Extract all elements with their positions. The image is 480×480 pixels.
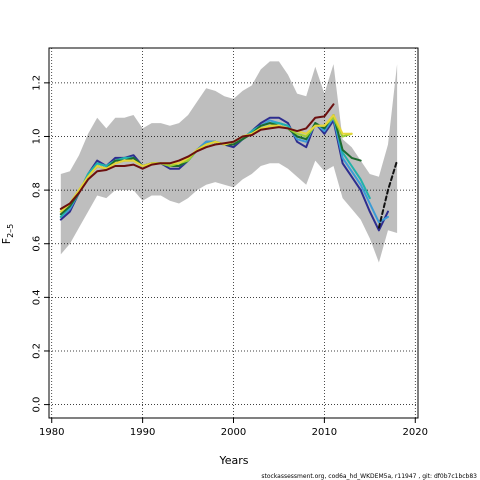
x-tick-label-1990: 1990 bbox=[130, 427, 155, 438]
series-line-6 bbox=[59, 114, 353, 213]
y-axis-title-sub: 2–5 bbox=[6, 224, 15, 238]
y-tick-label-0-4: 0.4 bbox=[32, 289, 43, 305]
y-tick-label-0: 0.0 bbox=[32, 397, 43, 413]
y-axis-title-base: F bbox=[0, 238, 13, 244]
x-axis-title: Years bbox=[218, 454, 248, 467]
y-axis-title: F2–5 bbox=[0, 224, 15, 245]
x-tick-label-1980: 1980 bbox=[39, 427, 64, 438]
y-tick-label-1-2: 1.2 bbox=[32, 75, 43, 91]
x-tick-label-2020: 2020 bbox=[403, 427, 428, 438]
x-tick-label-2000: 2000 bbox=[221, 427, 246, 438]
y-tick-label-0-8: 0.8 bbox=[32, 182, 43, 198]
y-tick-label-0-2: 0.2 bbox=[32, 343, 43, 359]
y-tick-label-1: 1.0 bbox=[32, 129, 43, 145]
series-line-7 bbox=[59, 103, 335, 210]
series-line-8 bbox=[377, 159, 399, 229]
confidence-band bbox=[60, 61, 398, 263]
footnote: stockassessment.org, cod6a_hd_WKDEM5a, r… bbox=[261, 473, 477, 480]
x-tick-label-2010: 2010 bbox=[312, 427, 337, 438]
y-tick-label-0-6: 0.6 bbox=[32, 236, 43, 252]
